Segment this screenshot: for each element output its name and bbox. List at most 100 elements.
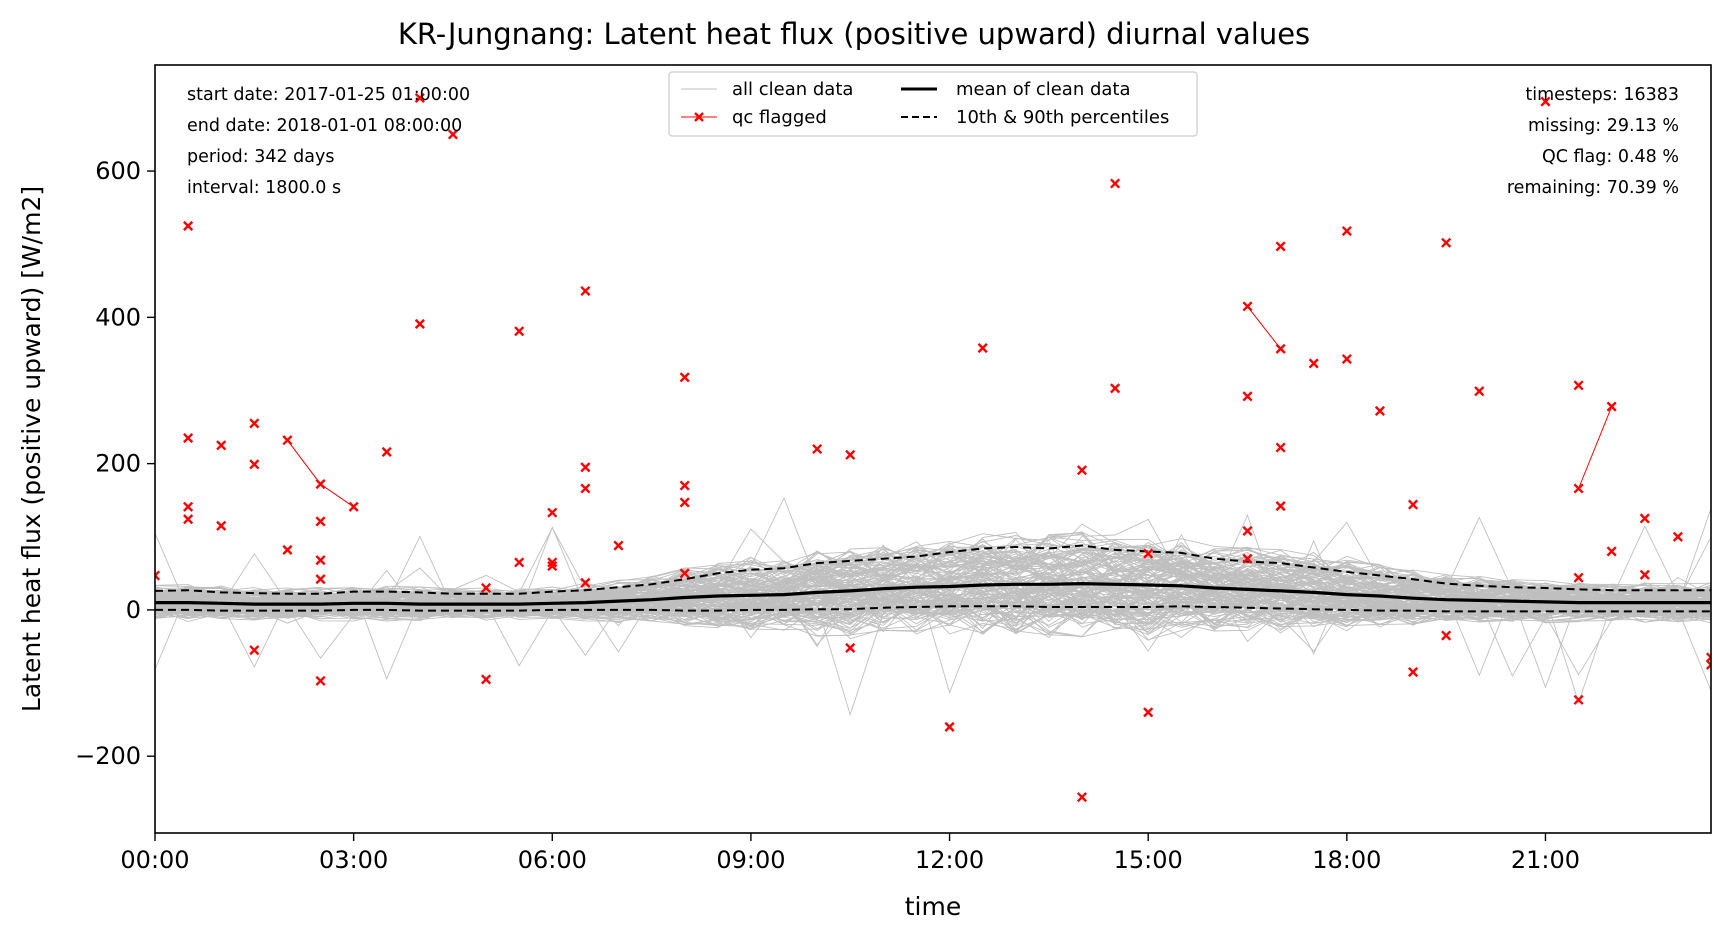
qc-marker [1441, 237, 1452, 248]
qc-marker [1341, 353, 1352, 365]
qc-marker [679, 568, 690, 579]
legend-qc-label: qc flagged [732, 107, 827, 128]
qc-marker [1242, 391, 1253, 402]
qc-marker [1275, 501, 1286, 512]
qc-marker [679, 372, 690, 383]
qc-marker [1242, 553, 1253, 564]
qc-segment [1247, 306, 1281, 350]
qc-marker [1076, 465, 1088, 476]
qc-marker [580, 577, 591, 588]
qc-marker [414, 92, 425, 103]
qc-marker [580, 462, 591, 473]
qc-marker [1143, 548, 1154, 559]
info-right-block: timesteps: 16383 missing: 29.13 % QC flag:… [1507, 85, 1679, 198]
statistic-lines [155, 544, 1711, 613]
percentile-line [155, 544, 1711, 595]
plot-area-frame [154, 64, 1712, 834]
legend-mean-label: mean of clean data [956, 79, 1131, 100]
qc-marker [1573, 380, 1584, 391]
info-left-line: interval: 1800.0 s [187, 178, 341, 198]
mean-line [155, 581, 1711, 606]
info-left-block: start date: 2017-01-25 01:00:00 end date:… [187, 85, 470, 198]
qc-marker [514, 557, 525, 568]
qc-marker [1143, 707, 1154, 718]
qc-marker [1606, 401, 1617, 412]
x-tick-label: 03:00 [319, 846, 388, 874]
qc-marker [1540, 96, 1551, 107]
qc-marker [1110, 178, 1121, 189]
x-tick-label: 12:00 [915, 846, 984, 874]
qc-marker [249, 418, 260, 429]
legend-percentile-label: 10th & 90th percentiles [956, 107, 1169, 128]
qc-marker [1076, 792, 1088, 803]
qc-marker [1374, 405, 1385, 417]
qc-marker [1573, 483, 1584, 494]
clean-day-line [155, 594, 1711, 630]
y-axis-ticks: −200 0 200 400 600 [75, 157, 155, 770]
qc-marker [381, 446, 392, 457]
qc-marker [679, 497, 690, 508]
qc-marker [547, 557, 558, 568]
qc-marker [315, 555, 326, 566]
legend-clean-label: all clean data [732, 79, 853, 100]
legend: all clean data qc flagged mean of clean … [668, 71, 1198, 137]
qc-marker [282, 435, 293, 446]
qc-marker [1275, 442, 1286, 453]
qc-marker [1275, 343, 1286, 354]
qc-marker [1110, 383, 1121, 394]
info-right-line: timesteps: 16383 [1525, 85, 1679, 105]
qc-marker [1672, 531, 1683, 542]
qc-flagged-points [155, 92, 1711, 803]
qc-marker [216, 520, 227, 531]
clean-day-line [155, 516, 1711, 606]
y-tick-label: −200 [75, 742, 141, 770]
qc-marker [155, 570, 161, 581]
x-tick-label: 06:00 [518, 846, 587, 874]
qc-marker [183, 501, 194, 512]
x-tick-label: 21:00 [1511, 846, 1580, 874]
legend-qc-marker [694, 112, 704, 122]
clean-day-line [155, 580, 1711, 620]
clean-day-line [155, 557, 1711, 613]
qc-marker [1242, 525, 1253, 536]
qc-marker [414, 318, 425, 329]
qc-marker [1341, 225, 1352, 237]
qc-marker [845, 449, 856, 460]
x-axis-label: time [905, 892, 961, 921]
qc-marker [183, 432, 194, 444]
qc-marker [977, 343, 988, 354]
qc-marker [845, 642, 856, 653]
legend-frame [668, 71, 1198, 137]
info-right-line: missing: 29.13 % [1528, 116, 1679, 136]
x-tick-label: 00:00 [120, 846, 189, 874]
y-axis-label: Latent heat flux (positive upward) [W/m2… [17, 186, 46, 712]
info-right-line: QC flag: 0.48 % [1542, 147, 1679, 167]
qc-marker [1573, 572, 1584, 583]
qc-marker [1275, 241, 1286, 252]
qc-marker [315, 675, 326, 686]
qc-segment [1578, 406, 1613, 489]
clean-day-line [155, 600, 1711, 636]
qc-marker [1639, 513, 1650, 524]
qc-marker [183, 514, 194, 525]
x-tick-label: 18:00 [1312, 846, 1381, 874]
clean-data-lines [155, 496, 1711, 717]
qc-marker [1705, 659, 1711, 670]
info-right-line: remaining: 70.39 % [1507, 178, 1679, 198]
info-left-line: end date: 2018-01-01 08:00:00 [187, 116, 462, 136]
qc-marker [1441, 630, 1452, 641]
info-left-line: start date: 2017-01-25 01:00:00 [187, 85, 470, 105]
qc-marker [1407, 499, 1419, 510]
qc-marker [1606, 546, 1617, 557]
qc-marker [249, 645, 260, 656]
x-axis-ticks: 00:00 03:00 06:00 09:00 12:00 15:00 18:00 21:00 [120, 833, 1580, 874]
qc-marker [812, 443, 823, 455]
qc-marker [679, 480, 690, 491]
x-tick-label: 15:00 [1114, 846, 1183, 874]
qc-marker [348, 501, 359, 512]
qc-marker [282, 544, 293, 555]
x-tick-label: 09:00 [716, 846, 785, 874]
qc-marker [183, 220, 194, 231]
qc-marker [580, 483, 591, 494]
qc-marker [1705, 652, 1711, 663]
